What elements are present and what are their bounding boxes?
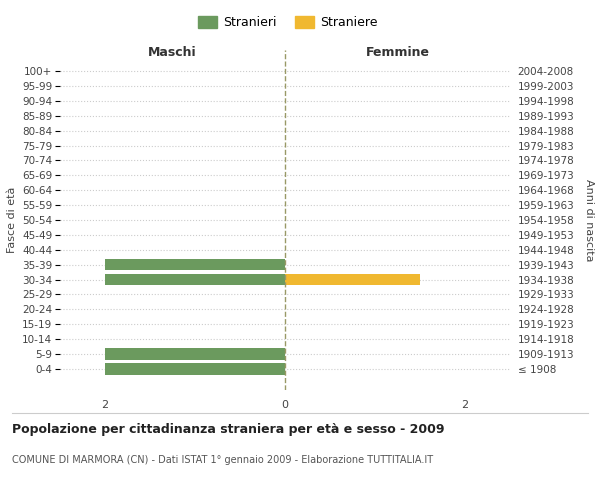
Y-axis label: Fasce di età: Fasce di età <box>7 187 17 253</box>
Bar <box>105 274 285 285</box>
Bar <box>285 274 420 285</box>
Text: COMUNE DI MARMORA (CN) - Dati ISTAT 1° gennaio 2009 - Elaborazione TUTTITALIA.IT: COMUNE DI MARMORA (CN) - Dati ISTAT 1° g… <box>12 455 433 465</box>
Bar <box>105 364 285 374</box>
Legend: Stranieri, Straniere: Stranieri, Straniere <box>193 11 383 34</box>
Text: Maschi: Maschi <box>148 46 197 59</box>
Y-axis label: Anni di nascita: Anni di nascita <box>584 179 594 261</box>
Text: Femmine: Femmine <box>365 46 430 59</box>
Bar <box>105 348 285 360</box>
Bar <box>105 259 285 270</box>
Text: Popolazione per cittadinanza straniera per età e sesso - 2009: Popolazione per cittadinanza straniera p… <box>12 422 445 436</box>
